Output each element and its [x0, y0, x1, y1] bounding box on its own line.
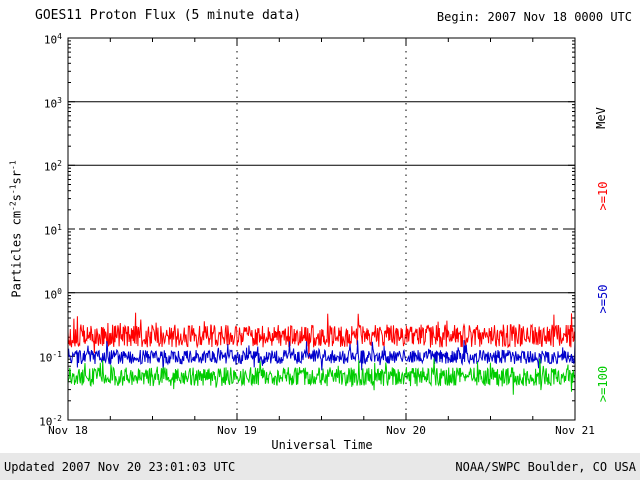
- series-label-ge100: >=100: [596, 365, 610, 403]
- y-tick-label: 101: [43, 223, 62, 238]
- y-tick-label: 102: [43, 159, 62, 174]
- y-tick-label: 100: [43, 286, 62, 302]
- source-attribution: NOAA/SWPC Boulder, CO USA: [455, 460, 636, 474]
- y-tick-label: 10-2: [39, 414, 62, 429]
- y-tick-label: 103: [43, 95, 62, 111]
- series-label-ge50: >=50: [596, 284, 610, 314]
- y-axis-label: Particles cm-2s-1sr-1: [8, 160, 24, 298]
- series-label-ge10: >=10: [596, 181, 610, 211]
- page-title: GOES11 Proton Flux (5 minute data): [35, 8, 302, 23]
- right-axis-unit-label: MeV: [594, 107, 608, 129]
- series-line->=50: [67, 340, 576, 373]
- plot-border: [67, 37, 576, 421]
- x-tick-label: Nov 18: [48, 424, 88, 437]
- footer-bar: [0, 453, 640, 480]
- y-tick-label: 104: [43, 32, 62, 47]
- gridlines: [68, 38, 575, 420]
- x-tick-label: Nov 19: [217, 424, 257, 437]
- updated-timestamp: Updated 2007 Nov 20 23:01:03 UTC: [4, 460, 236, 474]
- x-tick-label: Nov 20: [386, 424, 426, 437]
- series-line->=100: [67, 358, 576, 395]
- y-tick-label: 10-1: [39, 350, 62, 365]
- data-series: [67, 312, 576, 395]
- x-axis-label: Universal Time: [271, 438, 373, 452]
- begin-time-label: Begin: 2007 Nov 18 0000 UTC: [436, 10, 632, 24]
- x-tick-label: Nov 21: [555, 424, 595, 437]
- series-line->=10: [67, 312, 576, 359]
